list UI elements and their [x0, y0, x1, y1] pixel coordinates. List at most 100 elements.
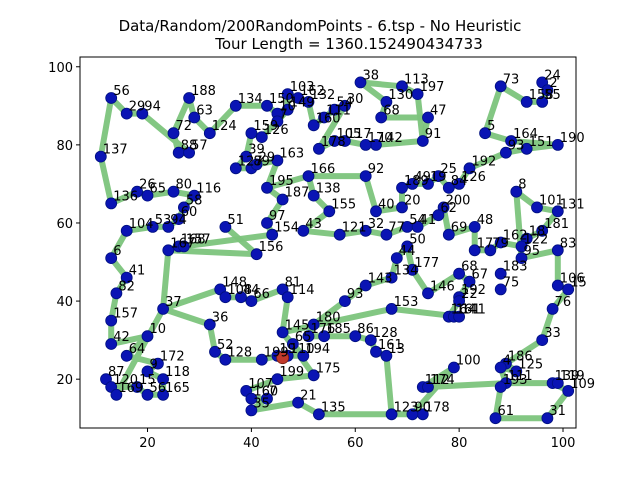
tour-node: [411, 88, 424, 100]
node-label: 104: [129, 217, 154, 232]
tour-node: [494, 361, 507, 374]
tour-node: [338, 99, 351, 112]
node-label: 62: [440, 201, 457, 216]
node-label: 68: [383, 104, 400, 119]
tour-node: [307, 189, 320, 202]
node-label: 111: [326, 104, 351, 119]
node-label: 63: [196, 104, 213, 119]
tour-node: [229, 99, 242, 112]
node-label: 32: [368, 217, 385, 232]
tour-node: [188, 189, 201, 202]
node-label: 134: [394, 264, 419, 279]
tour-node: [162, 244, 175, 257]
tour-node: [120, 107, 133, 120]
node-label: 105: [337, 127, 362, 142]
tour-node: [359, 170, 372, 183]
tour-node: [250, 248, 263, 261]
node-label: 166: [311, 162, 336, 177]
tour-node: [396, 80, 408, 93]
node-label: 192: [461, 283, 486, 298]
node-label: 30: [347, 92, 364, 107]
tour-node: [499, 146, 512, 159]
tour-node: [120, 271, 133, 284]
tour-node: [541, 412, 554, 425]
node-label: 178: [425, 400, 450, 415]
tour-node: [297, 349, 310, 362]
chart-title-line-2: Tour Length = 1360.152490434733: [214, 35, 483, 53]
node-label: 142: [378, 131, 403, 146]
tour-node: [245, 392, 258, 405]
node-label: 180: [316, 311, 341, 326]
tour-node: [219, 220, 232, 233]
tour-node: [562, 283, 575, 296]
node-label: 126: [461, 170, 486, 185]
node-label: 93: [508, 139, 525, 154]
node-label: 155: [331, 197, 356, 212]
tour-node: [255, 353, 268, 366]
tour-node: [375, 111, 388, 124]
node-label: 174: [430, 373, 455, 388]
node-label: 169: [118, 381, 143, 396]
tour-node: [188, 111, 201, 124]
node-label: 76: [555, 295, 572, 310]
tour-node: [183, 92, 196, 104]
node-label: 52: [217, 338, 234, 353]
node-label: 92: [368, 162, 385, 177]
node-label: 197: [420, 80, 445, 95]
node-label: 162: [503, 229, 528, 244]
tour-node: [354, 76, 367, 89]
tour-node: [110, 388, 123, 401]
tour-node: [302, 330, 315, 343]
node-label: 112: [425, 373, 450, 388]
tour-node: [385, 302, 398, 315]
node-label: 21: [300, 389, 317, 404]
node-label: 10: [150, 322, 167, 337]
y-tick-label: 20: [56, 373, 73, 388]
node-label: 138: [316, 182, 341, 197]
tour-node: [271, 115, 284, 128]
node-label: 17: [477, 236, 494, 251]
node-label: 148: [222, 275, 247, 290]
tour-node: [245, 295, 258, 308]
node-label: 35: [253, 396, 270, 411]
node-label: 43: [305, 217, 322, 232]
tour-node: [302, 96, 315, 108]
tour-node: [229, 162, 242, 175]
node-label: 120: [113, 373, 138, 388]
tour-node: [312, 408, 325, 421]
tour-path-segment-2: [264, 173, 312, 191]
node-label: 157: [186, 232, 211, 247]
node-label: 167: [170, 236, 195, 251]
tour-node: [489, 412, 502, 425]
node-label: 9: [150, 357, 158, 372]
tour-node: [157, 373, 170, 386]
y-tick-label: 60: [56, 217, 73, 232]
tour-node: [401, 240, 414, 253]
node-label: 114: [290, 283, 315, 298]
node-label: 87: [108, 365, 125, 380]
tour-node: [453, 267, 466, 280]
node-label: 44: [399, 244, 416, 259]
tour-node: [551, 244, 564, 257]
tour-node: [318, 111, 331, 124]
node-label: 126: [264, 123, 289, 138]
tour-node: [531, 201, 543, 214]
tour-node: [411, 220, 424, 233]
tour-node: [255, 131, 268, 144]
tour-node: [551, 279, 564, 292]
tour-node: [551, 138, 564, 151]
node-label: 94: [170, 213, 187, 228]
node-label: 186: [508, 350, 533, 365]
tour-node: [110, 287, 123, 300]
node-label: 44: [243, 283, 260, 298]
node-label: 75: [503, 275, 520, 290]
node-label: 66: [253, 287, 270, 302]
tour-node: [141, 330, 154, 343]
tour-node: [432, 209, 445, 222]
node-label: 29: [129, 100, 146, 115]
tour-node: [146, 220, 159, 233]
tour-node: [359, 138, 372, 151]
tour-node: [157, 302, 170, 315]
tour-node: [177, 201, 190, 214]
